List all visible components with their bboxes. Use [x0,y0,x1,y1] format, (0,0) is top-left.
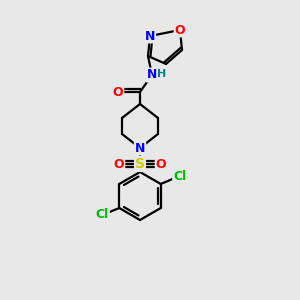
Text: H: H [158,69,166,79]
Text: Cl: Cl [96,208,109,220]
Text: N: N [135,142,145,154]
Text: O: O [114,158,124,170]
Text: O: O [113,85,123,98]
Text: Cl: Cl [173,170,186,184]
Text: O: O [175,23,185,37]
Text: N: N [145,29,155,43]
Text: S: S [135,157,145,171]
Text: N: N [147,68,157,82]
Text: O: O [156,158,166,170]
